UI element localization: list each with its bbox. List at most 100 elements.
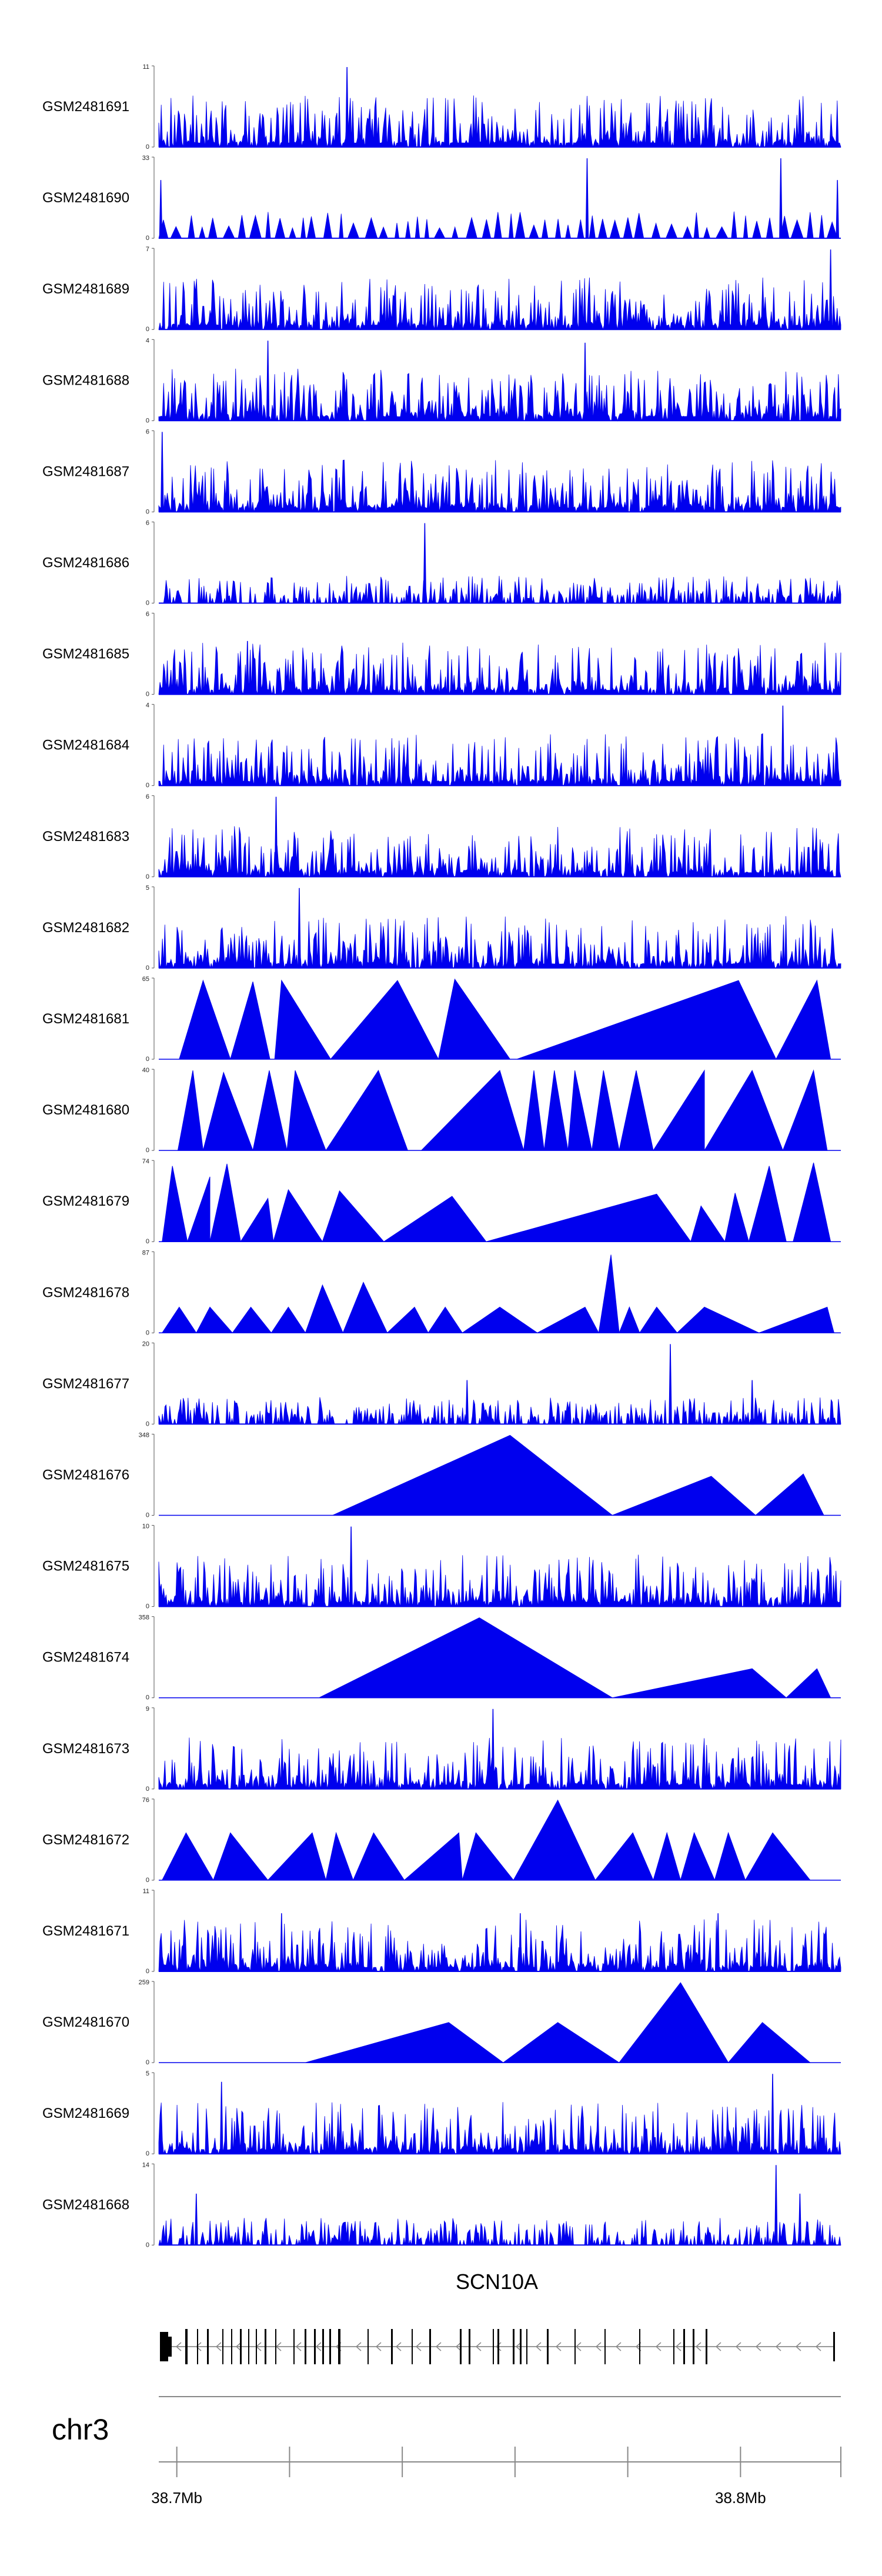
exon (673, 2329, 674, 2364)
coverage-triangle (748, 1166, 787, 1242)
strand-chevron (775, 2342, 781, 2351)
coverage-triangle (202, 1071, 253, 1151)
coverage-triangle (252, 1070, 288, 1151)
strand-chevron (655, 2342, 662, 2351)
coverage-triangle (461, 1306, 539, 1333)
track-label: GSM2481689 (42, 281, 129, 297)
y-min-label: 0 (146, 1512, 149, 1519)
coverage-area (158, 459, 841, 513)
coverage-triangle (179, 979, 231, 1060)
track-GSM2481669: GSM2481669 5 0 (42, 2070, 841, 2157)
strand-chevron (375, 2342, 382, 2351)
coverage-triangle (612, 1668, 787, 1699)
y-min-label: 0 (146, 1694, 149, 1701)
track-GSM2481673: GSM2481673 9 0 (42, 1706, 841, 1793)
track-label: GSM2481669 (42, 2105, 129, 2121)
coverage-peak (781, 705, 785, 786)
coverage-triangle (619, 1070, 654, 1151)
coverage-peak (159, 180, 163, 239)
y-min-label: 0 (146, 144, 149, 151)
y-max-label: 6 (146, 520, 149, 527)
coverage-triangle (594, 1832, 654, 1881)
y-max-label: 40 (142, 1067, 149, 1074)
exon (526, 2329, 527, 2364)
y-max-label: 6 (146, 793, 149, 800)
y-max-label: 33 (142, 155, 149, 162)
coverage-triangle (516, 980, 777, 1060)
gene-label: SCN10A (456, 2270, 538, 2294)
track-label: GSM2481671 (42, 1923, 129, 1939)
exon (497, 2329, 499, 2364)
track-label: GSM2481690 (42, 190, 129, 206)
strand-chevron (795, 2342, 801, 2351)
track-GSM2481690: GSM2481690 33 0 (42, 155, 841, 242)
exon (265, 2329, 266, 2364)
coverage-peak (161, 432, 164, 513)
exon (185, 2329, 188, 2364)
track-GSM2481686: GSM2481686 6 0 (42, 520, 841, 607)
gene-track: SCN10A (160, 2270, 835, 2364)
axis-tick-label: 38.7Mb (151, 2489, 202, 2507)
y-min-label: 0 (146, 508, 149, 515)
track-label: GSM2481673 (42, 1741, 129, 1757)
coverage-area (158, 2102, 841, 2155)
track-GSM2481668: GSM2481668 14 0 (42, 2161, 841, 2248)
y-max-label: 7 (146, 246, 149, 253)
coverage-triangle (187, 1176, 211, 1242)
coverage-peak (266, 341, 270, 422)
y-min-label: 0 (146, 873, 149, 880)
track-label: GSM2481683 (42, 829, 129, 845)
coverage-peak (828, 249, 833, 330)
coverage-triangle (676, 1306, 760, 1333)
exon (683, 2329, 685, 2364)
y-max-label: 87 (142, 1249, 149, 1256)
coverage-area (158, 1554, 841, 1608)
strand-chevron (735, 2342, 741, 2351)
track-GSM2481678: GSM2481678 87 0 (42, 1249, 841, 1336)
coverage-peak (771, 2074, 774, 2154)
y-max-label: 20 (142, 1340, 149, 1347)
track-GSM2481677: GSM2481677 20 0 (42, 1340, 841, 1427)
exon (248, 2329, 249, 2364)
coverage-triangle (325, 1831, 354, 1881)
strand-chevron (575, 2342, 582, 2351)
coverage-triangle (305, 1284, 343, 1333)
coverage-triangle (177, 1070, 203, 1151)
coverage-triangle (352, 1832, 405, 1881)
coverage-triangle (420, 1070, 524, 1151)
y-min-label: 0 (146, 2059, 149, 2066)
coverage-peak (669, 1344, 672, 1425)
coverage-peak (585, 158, 589, 239)
y-max-label: 10 (142, 1523, 149, 1530)
track-label: GSM2481675 (42, 1559, 129, 1574)
exon (329, 2329, 331, 2364)
y-max-label: 259 (139, 1979, 149, 1986)
coverage-triangle (704, 1069, 784, 1151)
y-max-label: 74 (142, 1158, 149, 1165)
exon (231, 2329, 232, 2364)
exon (460, 2329, 462, 2364)
coverage-triangle (690, 1205, 726, 1242)
strand-chevron (555, 2342, 562, 2351)
track-label: GSM2481680 (42, 1102, 129, 1118)
track-GSM2481670: GSM2481670 259 0 (42, 1979, 841, 2066)
y-min-label: 0 (146, 417, 149, 424)
strand-chevron (595, 2342, 602, 2351)
coverage-triangle (744, 1832, 811, 1881)
y-min-label: 0 (146, 691, 149, 698)
strand-chevron (675, 2342, 681, 2351)
coverage-triangle (403, 1832, 463, 1881)
exon (197, 2329, 198, 2364)
coverage-triangle (319, 1617, 614, 1699)
coverage-triangle (162, 1166, 188, 1242)
coverage-peak (779, 158, 783, 239)
track-label: GSM2481674 (42, 1650, 129, 1666)
y-max-label: 4 (146, 702, 149, 709)
track-GSM2481676: GSM2481676 348 0 (42, 1432, 841, 1519)
track-GSM2481674: GSM2481674 358 0 (42, 1614, 841, 1701)
track-label: GSM2481684 (42, 738, 129, 753)
exon (520, 2329, 522, 2364)
strand-chevron (415, 2342, 422, 2351)
coverage-peak (519, 1913, 522, 1972)
strand-chevron (475, 2342, 482, 2351)
